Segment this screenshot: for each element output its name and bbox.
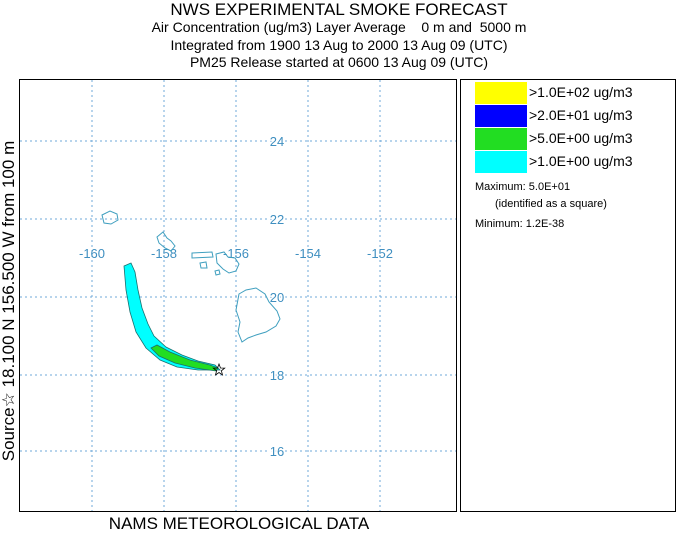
source-location-label: Source☆ 18.100 N 156.500 W from 100 m <box>0 140 18 462</box>
legend-label: >5.0E+00 ug/m3 <box>529 130 633 146</box>
island-molokai <box>191 251 214 259</box>
island-oahu <box>156 231 176 252</box>
island-lanai <box>199 261 208 269</box>
legend-label: >2.0E+01 ug/m3 <box>529 107 633 123</box>
latitude-label: 24 <box>270 134 284 149</box>
latitude-label: 20 <box>270 290 284 305</box>
legend-swatch <box>475 82 527 104</box>
longitude-label: -158 <box>151 246 177 261</box>
map-panel: -160 -158 -156 -154 -152 24 22 20 18 16 <box>19 79 457 512</box>
legend-item: >2.0E+01 ug/m3 <box>475 105 675 127</box>
legend-item: >1.0E+02 ug/m3 <box>475 82 675 104</box>
map-title: NWS EXPERIMENTAL SMOKE FORECAST <box>170 0 508 19</box>
legend-item: >5.0E+00 ug/m3 <box>475 128 675 150</box>
subtitle-release: PM25 Release started at 0600 13 Aug 09 (… <box>189 54 489 70</box>
coastlines <box>101 210 281 343</box>
plume-contour-2 <box>150 344 219 372</box>
legend-minimum: Minimum: 1.2E-38 <box>475 218 565 230</box>
island-hawaii <box>235 287 281 343</box>
island-maui <box>215 251 240 274</box>
longitude-label: -160 <box>79 246 105 261</box>
subtitle-concentration: Air Concentration (ug/m3) Layer Average … <box>151 19 527 35</box>
legend-label: >1.0E+02 ug/m3 <box>529 84 633 100</box>
legend-swatch <box>475 151 527 173</box>
island-kahoolawe <box>214 269 221 276</box>
data-source-label: NAMS METEOROLOGICAL DATA <box>108 514 370 533</box>
subtitle-integration: Integrated from 1900 13 Aug to 2000 13 A… <box>170 37 508 53</box>
legend-swatch <box>475 128 527 150</box>
longitude-label: -154 <box>295 246 321 261</box>
plume-contour-1 <box>123 262 221 371</box>
source-star-icon <box>212 362 226 376</box>
legend-item: >1.0E+00 ug/m3 <box>475 151 675 173</box>
smoke-plume <box>123 262 221 372</box>
latitude-label: 18 <box>270 368 284 383</box>
latitude-label: 16 <box>270 444 284 459</box>
legend-maximum-note: (identified as a square) <box>495 198 607 210</box>
legend-panel: >1.0E+02 ug/m3 >2.0E+01 ug/m3 >5.0E+00 u… <box>460 79 676 512</box>
legend-label: >1.0E+00 ug/m3 <box>529 153 633 169</box>
latitude-label: 22 <box>270 212 284 227</box>
legend-swatch <box>475 105 527 127</box>
longitude-label: -152 <box>367 246 393 261</box>
legend-maximum: Maximum: 5.0E+01 <box>475 181 571 193</box>
island-kauai <box>101 210 119 225</box>
